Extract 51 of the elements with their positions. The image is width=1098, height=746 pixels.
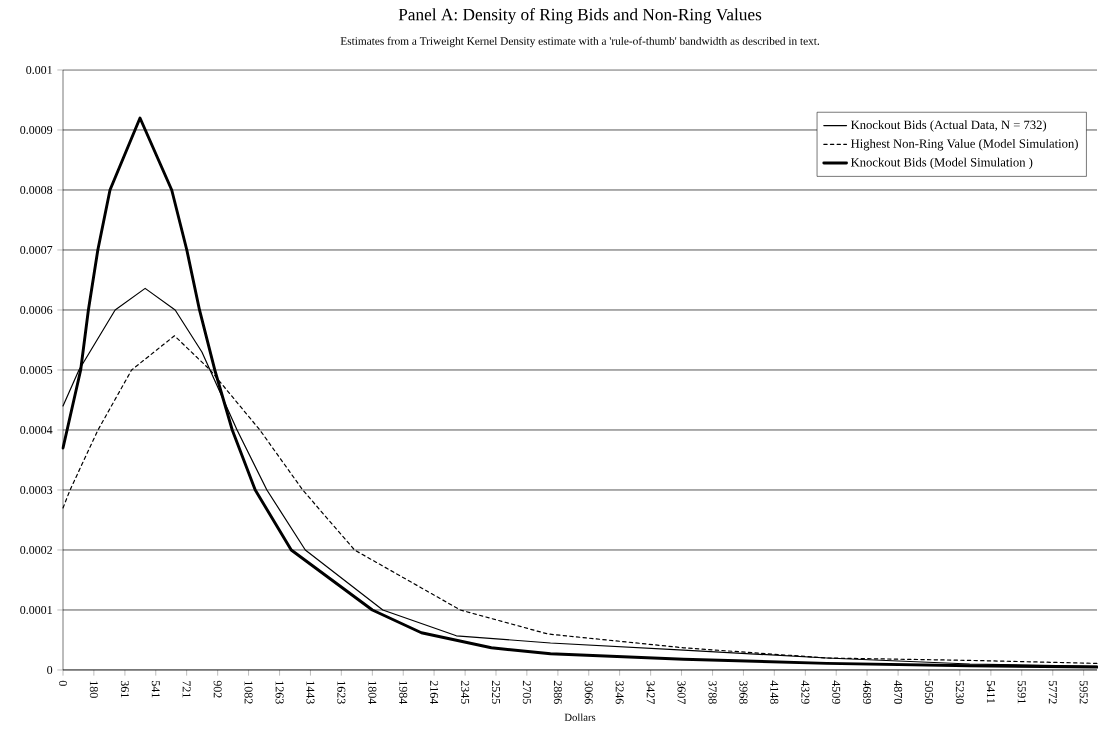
legend-label: Highest Non-Ring Value (Model Simulation) [850,138,1078,151]
y-tick-label: 0.0001 [20,605,52,615]
x-tick-label: 4870 [894,680,903,704]
y-tick-label: 0.0005 [20,365,53,375]
x-tick-label: 5772 [1048,681,1057,704]
x-tick-label: 2886 [553,680,562,704]
y-tick-label: 0.0009 [20,125,53,135]
y-tick-label: 0.0003 [20,485,53,495]
x-axis-title: Dollars [564,713,596,721]
x-tick-label: 1984 [399,681,408,705]
x-tick-label: 902 [213,680,222,698]
y-tick-label: 0.0002 [20,545,52,555]
y-tick-label: 0.0006 [20,305,53,315]
x-tick-label: 3788 [708,680,717,704]
x-tick-label: 1804 [368,681,377,705]
y-tick-label: 0.0004 [20,425,53,435]
y-tick-label: 0.001 [26,65,52,75]
x-tick-label: 4689 [863,680,872,704]
x-tick-label: 361 [120,680,129,698]
x-tick-label: 3246 [615,680,624,704]
x-tick-label: 1082 [244,681,253,704]
x-tick-label: 180 [89,681,98,698]
x-tick-label: 4148 [770,680,779,704]
x-tick-label: 1443 [306,681,315,704]
y-tick-label: 0.0007 [20,245,53,255]
x-tick-label: 2705 [522,680,531,704]
x-tick-label: 1623 [337,681,346,704]
legend-label: Knockout Bids (Model Simulation ) [850,157,1033,170]
x-tick-label: 3968 [739,680,748,704]
x-tick-label: 3607 [677,680,686,704]
x-tick-label: 541 [151,681,160,698]
x-tick-label: 4329 [801,680,810,704]
x-tick-label: 5411 [986,681,995,704]
x-tick-label: 2345 [461,680,470,704]
x-tick-label: 1263 [275,681,284,704]
x-tick-label: 2525 [491,680,501,704]
y-tick-label: 0.0008 [20,185,53,195]
x-tick-label: 5230 [955,681,964,704]
x-tick-label: 5050 [924,681,934,704]
x-tick-label: 5952 [1079,681,1088,704]
x-tick-label: 4509 [832,680,841,704]
chart-title: Panel A: Density of Ring Bids and Non-Ring Values [398,8,762,24]
x-tick-label: 5591 [1017,681,1026,704]
x-tick-label: 3066 [584,680,593,704]
x-tick-label: 3427 [646,680,655,704]
chart-subtitle: Estimates from a Triweight Kernel Density estimate with a 'rule-of-thumb' bandwidth as described in text. [340,36,819,48]
x-tick-label: 721 [182,681,191,698]
x-tick-label: 2164 [430,680,439,705]
legend-label: Knockout Bids (Actual Data, N = 732) [850,120,1047,132]
y-tick-label: 0 [47,665,53,675]
x-tick-label: 0 [58,680,68,686]
